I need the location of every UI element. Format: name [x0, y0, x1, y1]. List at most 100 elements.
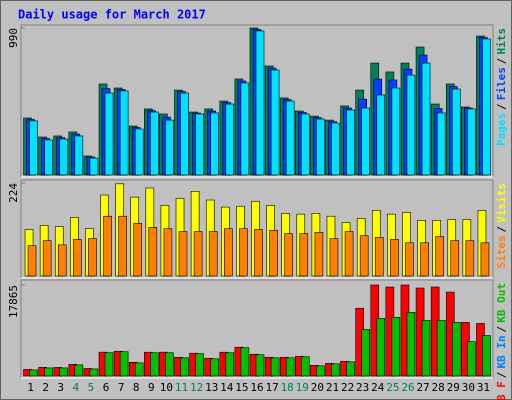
x-tick-label: 3 — [57, 381, 64, 394]
x-tick-label: 15 — [235, 381, 248, 394]
bar — [316, 365, 325, 377]
x-tick-label: 10 — [160, 381, 173, 394]
bar — [374, 237, 384, 277]
bar — [163, 228, 173, 277]
x-tick-label: 7 — [118, 381, 125, 394]
bar — [314, 232, 324, 277]
bar — [210, 112, 220, 176]
bar — [420, 242, 429, 277]
bar — [465, 240, 475, 277]
y-tick-label: 17865 — [7, 285, 20, 318]
bar — [435, 236, 444, 277]
bar — [225, 352, 235, 377]
bar — [361, 107, 370, 176]
bar — [59, 367, 69, 377]
bar — [89, 157, 99, 176]
x-tick-label: 5 — [88, 381, 95, 394]
bar — [467, 108, 476, 176]
x-tick-label: 2 — [42, 381, 49, 394]
x-tick-label: 26 — [401, 381, 414, 394]
legend-entry: Hits — [495, 28, 508, 55]
x-tick-label: 18 — [281, 381, 294, 394]
bar — [329, 238, 339, 277]
bar — [316, 118, 325, 176]
legend: Sites / Visits — [495, 183, 508, 269]
x-tick-label: 16 — [250, 381, 263, 394]
bar — [406, 74, 416, 176]
bar — [195, 113, 204, 176]
x-tick-label: 13 — [205, 381, 218, 394]
bar — [240, 82, 250, 176]
bar — [178, 231, 188, 277]
x-tick-label: 8 — [133, 381, 140, 394]
bar — [165, 119, 174, 176]
legend-separator: / — [495, 58, 508, 65]
legend-separator: / — [495, 326, 508, 333]
y-tick-label: 224 — [7, 183, 20, 203]
bar — [450, 240, 460, 277]
bar — [180, 92, 189, 176]
bar — [376, 94, 386, 176]
bar — [406, 311, 416, 377]
bar — [44, 139, 53, 176]
bar — [255, 30, 265, 176]
legend-entry: KB Out — [495, 283, 508, 323]
bar — [436, 320, 446, 377]
bar — [467, 341, 476, 377]
bar — [285, 357, 295, 377]
chart-title: Daily usage for March 2017 — [18, 8, 206, 22]
bar — [285, 100, 295, 176]
bar — [150, 352, 159, 377]
bar — [331, 363, 340, 377]
legend-entry: Pages — [495, 113, 508, 146]
bar — [133, 222, 143, 277]
bar — [27, 245, 37, 277]
bar — [421, 320, 431, 377]
x-tick-label: 19 — [296, 381, 309, 394]
bar — [390, 239, 399, 277]
legend-entry: Sites — [495, 235, 508, 268]
bar — [73, 239, 82, 277]
bar — [42, 240, 52, 277]
bar — [269, 230, 278, 277]
bar — [180, 357, 189, 377]
x-tick-label: 25 — [386, 381, 399, 394]
bar — [134, 362, 144, 377]
x-tick-label: 1 — [27, 381, 34, 394]
x-tick-label: 28 — [432, 381, 445, 394]
legend: KB F / KB In / KB Out — [495, 283, 508, 400]
x-tick-label: 31 — [477, 381, 490, 394]
x-tick-label: 29 — [447, 381, 460, 394]
bar — [240, 347, 250, 377]
bar — [405, 242, 414, 277]
legend-separator: / — [495, 372, 508, 379]
y-tick-label: 990 — [7, 28, 20, 48]
bar — [134, 128, 144, 176]
legend-entry: KB F — [495, 381, 508, 400]
bar — [361, 329, 370, 377]
bar — [104, 92, 114, 176]
bar — [44, 367, 53, 377]
x-tick-label: 11 — [175, 381, 188, 394]
x-tick-label: 30 — [462, 381, 475, 394]
x-tick-label: 22 — [341, 381, 354, 394]
legend: Pages / Files / Hits — [495, 28, 508, 146]
bar — [300, 356, 310, 377]
bar — [118, 215, 127, 277]
x-tick-label: 20 — [311, 381, 324, 394]
bar — [208, 231, 218, 277]
bar — [270, 357, 280, 377]
bar — [451, 322, 461, 377]
bar — [255, 354, 265, 377]
x-tick-label: 6 — [103, 381, 110, 394]
bar — [210, 358, 220, 377]
bar — [148, 227, 158, 277]
x-tick-label: 9 — [148, 381, 155, 394]
bar — [436, 112, 446, 176]
bar — [225, 103, 235, 176]
bar — [331, 122, 340, 176]
bar — [89, 368, 99, 377]
bar — [300, 113, 310, 176]
x-tick-label: 12 — [190, 381, 203, 394]
